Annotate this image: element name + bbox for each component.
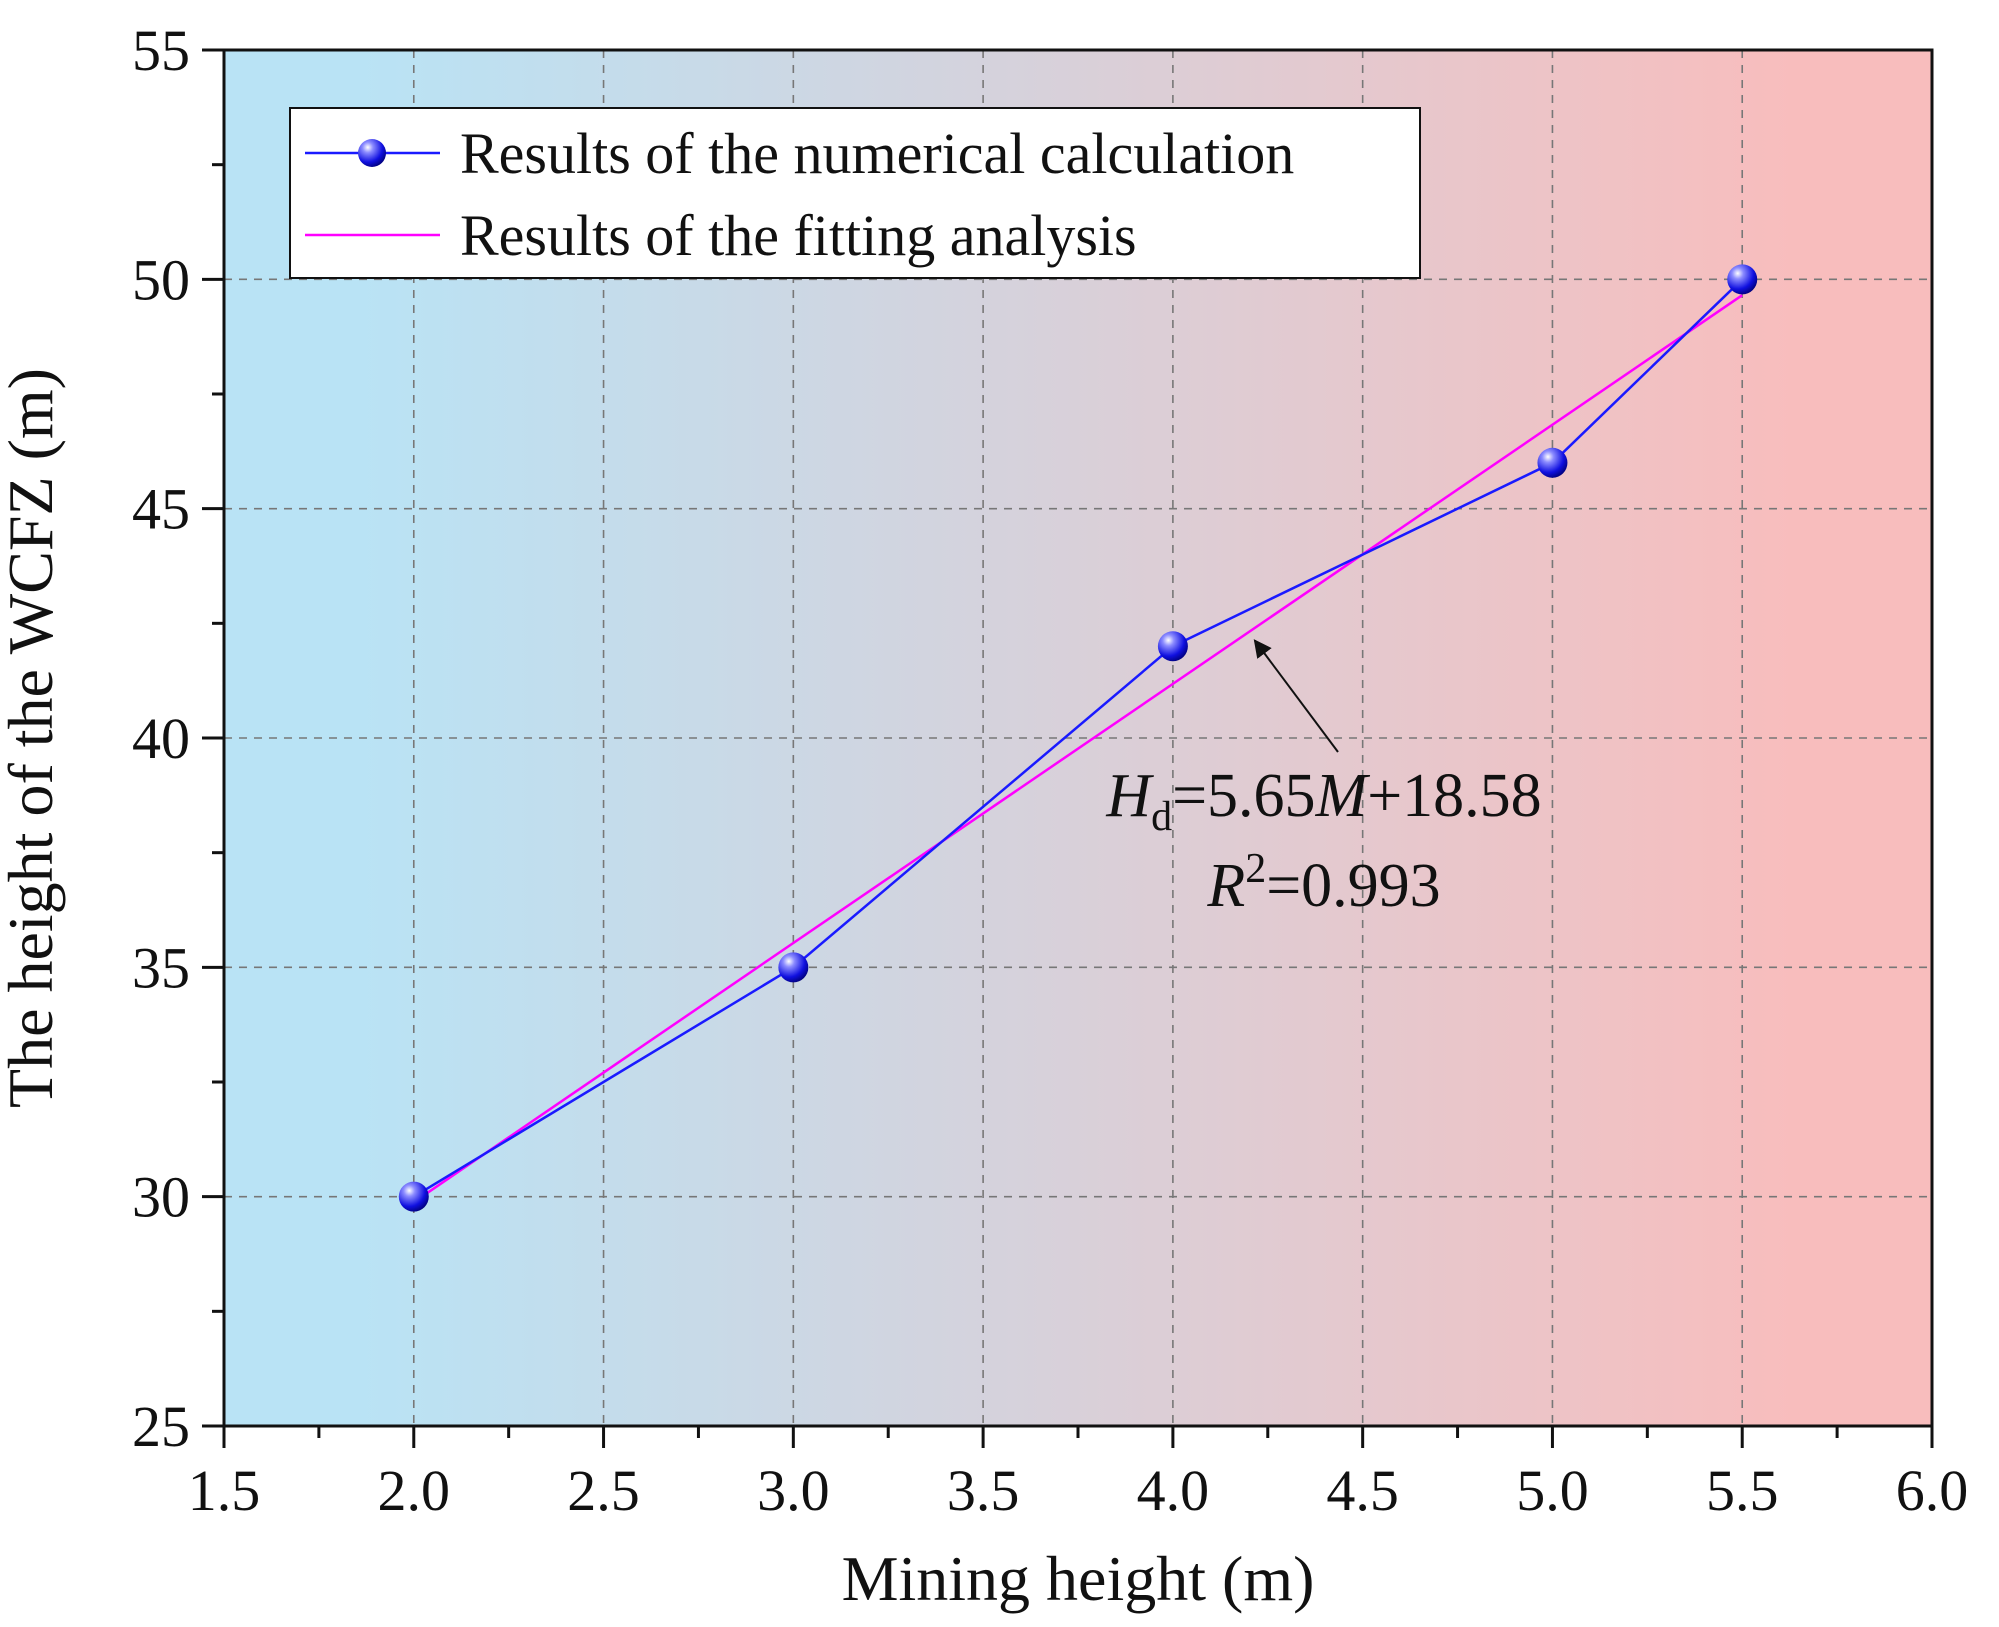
y-tick-label: 30	[132, 1165, 190, 1230]
x-tick-label: 3.0	[757, 1458, 830, 1523]
x-tick-label: 1.5	[188, 1458, 261, 1523]
legend: Results of the numerical calculation Res…	[289, 107, 1421, 279]
data-point	[778, 952, 809, 983]
x-tick-label: 6.0	[1896, 1458, 1969, 1523]
fit-equation-annotation: Hd=5.65M+18.58 R2=0.993	[1105, 639, 1542, 920]
data-point	[1537, 447, 1568, 478]
axis-ticks: 1.5 2.0 2.5 3.0 3.5 4.0 4.5 5.0 5.5 6.0 25 30 35 40 45…	[132, 18, 1968, 1523]
x-tick-label: 5.5	[1706, 1458, 1779, 1523]
x-tick-label: 5.0	[1516, 1458, 1589, 1523]
x-tick-label: 2.0	[378, 1458, 451, 1523]
series-layer	[398, 264, 1758, 1212]
fit-equation: Hd=5.65M+18.58	[1105, 762, 1541, 840]
legend-label-numerical: Results of the numerical calculation	[460, 121, 1294, 186]
gridlines	[224, 50, 1932, 1426]
y-axis-title: The height of the WCFZ (m)	[0, 368, 66, 1108]
legend-marker-numerical	[358, 139, 386, 167]
x-tick-label: 3.5	[947, 1458, 1020, 1523]
fit-line	[413, 294, 1743, 1204]
data-point	[1157, 631, 1188, 662]
data-point	[1727, 264, 1758, 295]
annotation-arrow	[1253, 639, 1339, 753]
y-tick-label: 40	[132, 706, 190, 771]
r-squared-value: R2=0.993	[1206, 846, 1440, 920]
x-tick-label: 2.5	[567, 1458, 640, 1523]
x-axis-title: Mining height (m)	[842, 1543, 1315, 1614]
legend-label-fitting: Results of the fitting analysis	[460, 203, 1137, 268]
data-point	[398, 1181, 429, 1212]
plot-area	[224, 50, 1932, 1426]
x-tick-label: 4.0	[1137, 1458, 1210, 1523]
x-tick-label: 4.5	[1326, 1458, 1399, 1523]
y-tick-label: 25	[132, 1394, 190, 1459]
y-tick-label: 55	[132, 18, 190, 83]
legend-box	[289, 107, 1421, 279]
y-tick-label: 45	[132, 477, 190, 542]
y-tick-label: 50	[132, 247, 190, 312]
y-tick-label: 35	[132, 935, 190, 1000]
